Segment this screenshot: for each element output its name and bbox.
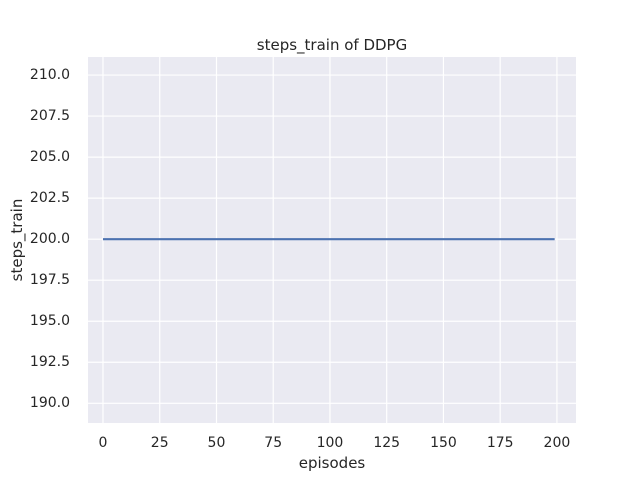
x-axis-label: episodes [298,454,366,472]
x-tick-label: 150 [430,435,457,451]
x-tick-label: 25 [150,435,169,451]
y-tick-label: 210.0 [29,67,70,84]
x-tick-label: 125 [373,435,401,451]
x-tick-label: 200 [543,435,571,451]
y-tick-label: 197.5 [29,272,70,289]
chart-title: steps_train of DDPG [256,36,408,54]
x-tick-label: 50 [207,435,226,451]
y-tick-label: 190.0 [29,395,70,412]
x-tick-label: 100 [316,435,344,451]
x-tick-label: 175 [486,435,514,451]
y-tick-label: 200.0 [29,231,70,248]
y-tick-label: 195.0 [29,313,70,330]
y-axis-label: steps_train [8,198,26,282]
y-tick-label: 202.5 [29,190,70,207]
x-tick-label: 75 [264,435,283,451]
y-tick-label: 205.0 [29,149,70,166]
x-tick-label: 0 [98,435,108,451]
y-tick-label: 207.5 [29,108,70,125]
y-tick-label: 192.5 [29,354,70,371]
